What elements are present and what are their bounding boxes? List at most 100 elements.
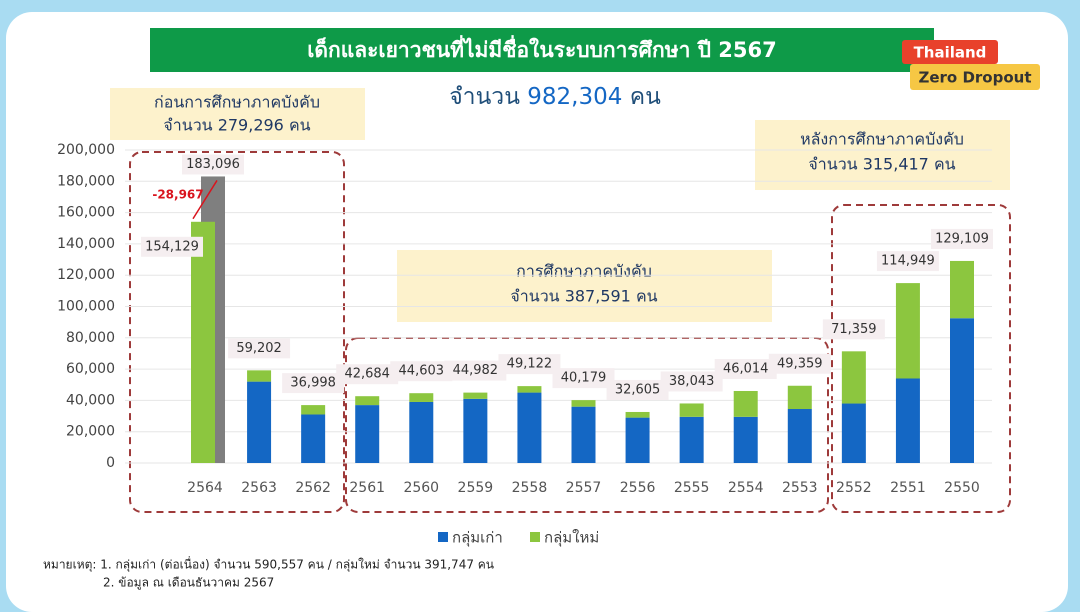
subtitle-unit: คน (630, 84, 661, 110)
y-tick-label: 40,000 (66, 392, 115, 408)
y-tick-label: 120,000 (57, 267, 115, 283)
group-box (755, 120, 1010, 190)
bar-segment (463, 392, 488, 399)
x-tick-label: 2556 (620, 480, 656, 496)
bar-segment (517, 386, 542, 393)
bar-segment (787, 385, 812, 410)
group-label: หลังการศึกษาภาคบังคับ (800, 130, 964, 149)
bar-segment (841, 403, 866, 463)
legend-label: กลุ่มเก่า (452, 529, 503, 548)
title-banner (150, 28, 934, 72)
total-label: 32,605 (615, 382, 661, 397)
total-label: 38,043 (669, 374, 715, 389)
legend-swatch (530, 532, 540, 542)
bar-segment (841, 351, 866, 404)
total-label: 44,603 (399, 364, 445, 379)
subtitle: จำนวน 982,304 คน (449, 84, 661, 110)
y-tick-label: 20,000 (66, 424, 115, 440)
group-box (397, 250, 772, 322)
total-label-bg (822, 319, 885, 340)
difference-arrow (192, 180, 218, 220)
total-label-bg (282, 373, 345, 394)
difference-label: -28,967 (152, 188, 203, 202)
group-outline (129, 151, 345, 513)
subtitle-number: 982,304 (527, 84, 622, 110)
bar-segment (895, 283, 920, 379)
x-tick-label: 2559 (458, 480, 494, 496)
chart-title: เด็กและเยาวชนที่ไม่มีชื่อในระบบการศึกษา … (307, 34, 777, 62)
group-label: จำนวน 387,591 คน (510, 287, 657, 306)
group-label: การศึกษาภาคบังคับ (516, 262, 652, 281)
y-tick-label: 140,000 (57, 236, 115, 252)
x-tick-label: 2564 (187, 480, 223, 496)
total-label: 114,949 (881, 254, 935, 269)
x-tick-label: 2560 (403, 480, 439, 496)
bar-segment (950, 318, 974, 463)
logo-line1: Thailand (914, 44, 987, 62)
x-tick-label: 2552 (836, 480, 872, 496)
x-tick-label: 2561 (349, 480, 385, 496)
footnote: 2. ข้อมูล ณ เดือนธันวาคม 2567 (103, 576, 274, 591)
y-tick-label: 180,000 (57, 173, 115, 189)
total-label: 42,684 (344, 367, 390, 382)
y-tick-label: 160,000 (57, 205, 115, 221)
group-outline (831, 204, 1011, 513)
x-tick-label: 2557 (566, 480, 602, 496)
y-tick-label: 0 (106, 455, 115, 471)
group-box (110, 88, 365, 140)
total-label: 49,122 (507, 357, 553, 372)
group-label-boxes (110, 88, 1010, 322)
y-tick-label: 200,000 (57, 142, 115, 158)
bar-segment (191, 221, 215, 463)
bar-segment (409, 401, 434, 463)
group-label: จำนวน 279,296 คน (163, 116, 310, 135)
bar-segment (571, 400, 596, 407)
chart: เด็กและเยาวชนที่ไม่มีชื่อในระบบการศึกษา … (43, 28, 1040, 591)
bar-segment (355, 405, 380, 463)
reference-label-bg (182, 154, 244, 175)
total-label-bg (714, 358, 777, 379)
total-label: 129,109 (935, 231, 989, 246)
footnote: หมายเหตุ: 1. กลุ่มเก่า (ต่อเนื่อง) จำนวน… (43, 556, 494, 573)
total-label: 46,014 (723, 361, 769, 376)
x-tick-label: 2551 (890, 480, 926, 496)
group-label: จำนวน 315,417 คน (808, 155, 955, 174)
bar-segment (463, 398, 488, 463)
x-tick-label: 2550 (944, 480, 980, 496)
total-label: 154,129 (145, 239, 199, 254)
bar-segment (517, 392, 542, 463)
bar-segment (247, 381, 272, 463)
total-label: 40,179 (561, 371, 607, 386)
bar-segment (409, 393, 434, 402)
bar-segment (355, 396, 380, 406)
bar-segment (679, 403, 704, 417)
x-tick-label: 2562 (295, 480, 331, 496)
reference-label: 183,096 (186, 157, 240, 172)
y-tick-label: 100,000 (57, 299, 115, 315)
total-label: 44,982 (453, 363, 499, 378)
logo-top (902, 40, 998, 64)
total-label-bg (444, 360, 507, 381)
bar-segment (247, 370, 272, 382)
bar-segment (301, 414, 326, 463)
legend-swatch (438, 532, 448, 542)
total-label-bg (660, 371, 723, 392)
legend-label: กลุ่มใหม่ (544, 529, 599, 548)
logo-bottom (910, 64, 1040, 90)
total-label-bg (141, 236, 203, 257)
total-label-bg (606, 379, 669, 400)
total-label-bg (336, 364, 399, 385)
bar-segment (679, 416, 704, 463)
bar-segment (787, 409, 812, 463)
x-tick-label: 2558 (512, 480, 548, 496)
subtitle-text: จำนวน (449, 84, 520, 110)
total-label-bg (390, 361, 453, 382)
total-label: 49,359 (777, 356, 823, 371)
bar-segment (301, 405, 326, 415)
total-label-bg (768, 353, 831, 374)
x-tick-label: 2555 (674, 480, 710, 496)
total-label-bg (498, 354, 561, 375)
x-tick-label: 2563 (241, 480, 277, 496)
y-tick-label: 80,000 (66, 330, 115, 346)
total-label-bg (931, 228, 993, 249)
